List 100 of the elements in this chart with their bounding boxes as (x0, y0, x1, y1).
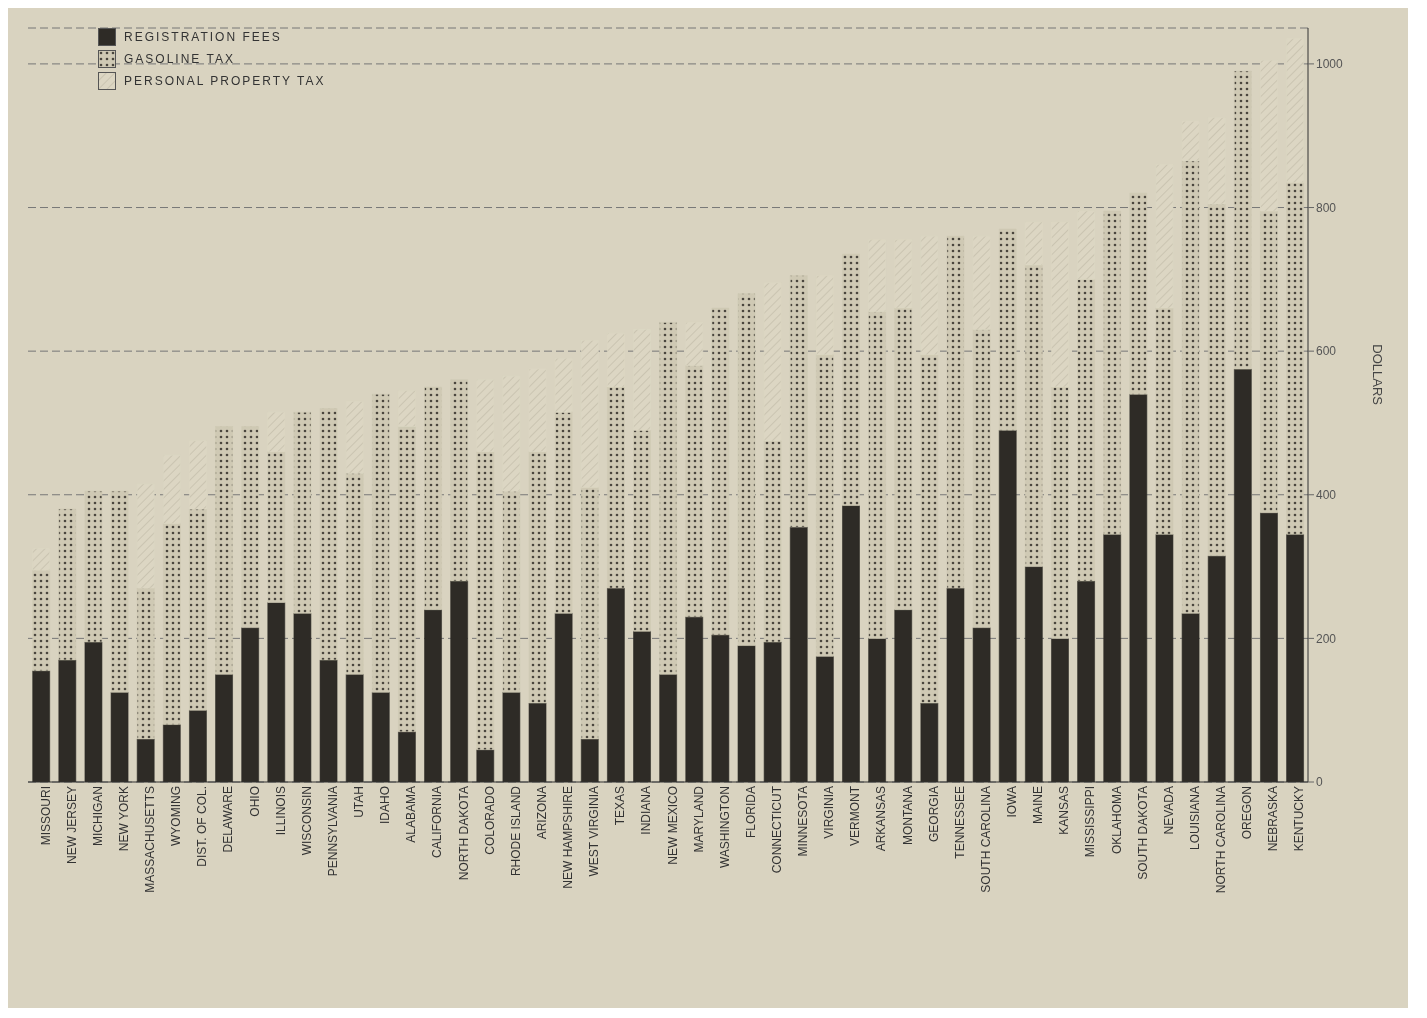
bar (554, 358, 573, 413)
bar (816, 656, 834, 782)
x-tick-label: MINNESOTA (796, 786, 811, 857)
bar (998, 228, 1017, 431)
x-tick-label: LOUISIANA (1187, 786, 1202, 851)
bar (189, 508, 207, 711)
y-tick-label: 600 (1316, 344, 1337, 359)
bar (1077, 279, 1095, 582)
bar (1286, 38, 1304, 183)
bar (894, 609, 913, 782)
bar (1286, 533, 1304, 782)
x-tick-label: SOUTH DAKOTA (1135, 786, 1150, 880)
bar (868, 239, 886, 312)
bar (1155, 533, 1174, 782)
bar (816, 354, 834, 657)
x-tick-label: WASHINGTON (717, 786, 732, 869)
x-tick-label: TEXAS (613, 786, 628, 826)
bar (293, 612, 312, 782)
bar (345, 673, 364, 782)
bar (580, 340, 599, 488)
x-tick-label: ILLINOIS (273, 786, 288, 836)
x-tick-label: NORTH CAROLINA (1214, 786, 1229, 894)
bar (920, 354, 939, 704)
bar (659, 322, 677, 675)
bar (763, 282, 782, 442)
bar (1103, 533, 1122, 782)
bar (868, 638, 886, 782)
x-tick-label: WYOMING (169, 786, 184, 846)
bar (1077, 210, 1095, 280)
bar (1286, 182, 1304, 535)
bar (136, 483, 155, 589)
bar (607, 386, 625, 589)
x-tick-label: WISCONSIN (299, 786, 314, 856)
x-tick-label: OREGON (1240, 786, 1255, 840)
bar (1207, 203, 1226, 557)
bar (345, 472, 364, 675)
x-tick-label: PENNSYLVANIA (325, 786, 340, 877)
bar (58, 508, 77, 661)
bar (1025, 221, 1043, 266)
bar (789, 526, 808, 782)
bar (1234, 70, 1252, 370)
bar (502, 691, 521, 782)
y-tick-label: 400 (1316, 488, 1337, 503)
bar (580, 738, 599, 782)
x-tick-label: IDAHO (378, 786, 393, 825)
bar (58, 659, 77, 782)
bar (633, 429, 651, 632)
bar (868, 311, 886, 639)
bar (737, 293, 756, 646)
x-tick-label: DIST. OF COL. (195, 786, 210, 867)
bar (189, 440, 207, 510)
bar (163, 724, 181, 782)
bar (894, 307, 913, 610)
bar (293, 411, 312, 614)
legend-label: REGISTRATION FEES (124, 30, 282, 44)
bar (1181, 612, 1200, 782)
x-tick-label: MAINE (1031, 786, 1046, 825)
bar (215, 426, 233, 675)
bar (711, 634, 730, 782)
bar (711, 307, 730, 636)
bar (267, 602, 286, 782)
bar (737, 645, 756, 782)
x-tick-label: TENNESSEE (952, 786, 967, 859)
x-tick-label: OHIO (247, 786, 262, 817)
bar (528, 451, 547, 704)
x-tick-label: ARKANSAS (874, 786, 889, 852)
bar (554, 411, 573, 614)
x-tick-label: NEW HAMPSHIRE (561, 786, 576, 889)
bar (189, 709, 207, 782)
x-tick-label: SOUTH CAROLINA (978, 786, 993, 893)
x-tick-label: FLORIDA (743, 786, 758, 839)
x-tick-label: IOWA (1005, 786, 1020, 818)
x-tick-label: WEST VIRGINIA (587, 786, 602, 877)
y-tick-label: 1000 (1316, 57, 1344, 72)
bar (842, 253, 860, 506)
bar (84, 641, 103, 782)
bar (163, 523, 181, 725)
bar (267, 451, 286, 603)
bar (659, 673, 677, 782)
x-tick-label: DELAWARE (221, 786, 236, 853)
bar (136, 587, 155, 740)
bar (1207, 555, 1226, 782)
y-tick-label: 800 (1316, 200, 1337, 215)
y-tick-label: 200 (1316, 631, 1337, 646)
bar (136, 738, 155, 782)
bar (32, 569, 50, 671)
bar (1051, 221, 1069, 388)
bar (502, 490, 521, 693)
bar (920, 235, 939, 356)
x-tick-label: MARYLAND (691, 785, 706, 853)
legend-label: GASOLINE TAX (124, 52, 235, 66)
x-tick-label: VIRGINIA (822, 786, 837, 839)
x-tick-label: ARIZONA (534, 786, 549, 840)
bar (972, 329, 991, 628)
bar (267, 411, 286, 452)
bar (920, 702, 939, 782)
x-tick-label: ALABAMA (404, 786, 419, 843)
x-tick-label: NEW JERSEY (64, 786, 79, 865)
bar (241, 627, 259, 782)
bar (528, 368, 547, 452)
